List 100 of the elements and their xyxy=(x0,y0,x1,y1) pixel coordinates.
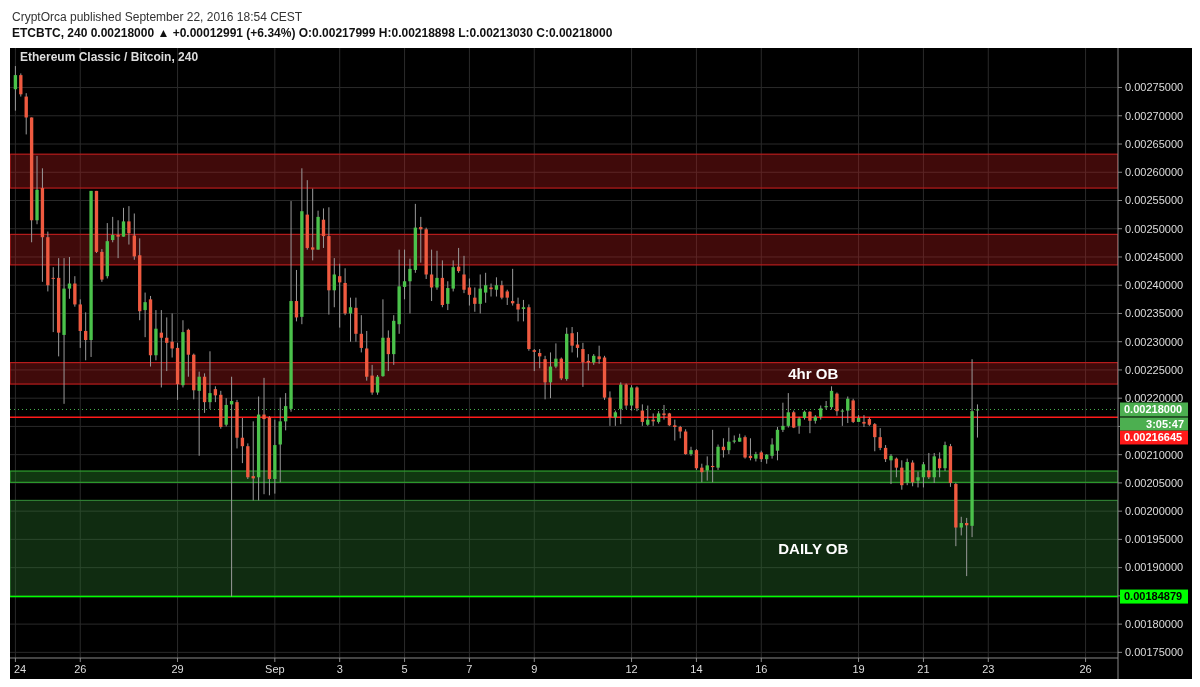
candlestick xyxy=(451,259,455,292)
candlestick xyxy=(927,452,931,480)
text: ETCBTC, 240 0.00218000 ▲ +0.00012991 (+6.34%) O:0.00217999 H:0.00218898 L:0.00213030 C:0.00218000 xyxy=(12,26,613,40)
candlestick xyxy=(916,471,920,488)
candlestick xyxy=(83,311,88,361)
candlestick xyxy=(208,350,212,410)
candlestick xyxy=(51,266,55,333)
x-tick-label: 24 xyxy=(13,663,27,675)
candlestick xyxy=(629,384,634,412)
candlestick xyxy=(781,402,785,433)
candlestick xyxy=(121,207,126,238)
candlestick xyxy=(127,205,131,246)
candlestick xyxy=(959,516,963,536)
candlestick xyxy=(586,353,590,372)
ref-line-label: 0.00184879 xyxy=(1124,590,1183,603)
y-tick-label: 0.00210000 xyxy=(1125,448,1184,461)
x-tick-label: 26 xyxy=(74,663,87,675)
candlestick xyxy=(332,257,336,308)
candlestick xyxy=(932,452,936,484)
x-tick-label: 14 xyxy=(690,663,703,675)
x-tick-label: 5 xyxy=(401,663,408,675)
candlestick xyxy=(516,297,520,322)
y-tick-label: 0.00255000 xyxy=(1125,194,1184,207)
candlestick xyxy=(770,437,774,460)
candlestick xyxy=(689,446,693,457)
ref-line-label: 0.00218000 xyxy=(1124,403,1183,416)
candlestick xyxy=(775,426,780,461)
candlestick xyxy=(170,312,174,359)
x-tick-label: 16 xyxy=(755,663,768,675)
candlestick xyxy=(446,280,450,311)
candlestick xyxy=(608,390,612,427)
y-tick-label: 0.00220000 xyxy=(1125,392,1184,405)
y-tick-label: 0.00265000 xyxy=(1125,137,1184,150)
x-tick-label: 12 xyxy=(625,663,638,675)
candlestick xyxy=(851,398,855,424)
candlestick xyxy=(743,434,747,460)
y-tick-label: 0.00205000 xyxy=(1125,476,1184,489)
x-tick-label: Sep xyxy=(265,663,285,675)
candlestick xyxy=(543,355,547,400)
candlestick xyxy=(483,272,488,304)
chart-subtitle: CryptOrca published September 22, 2016 18:54 CEST xyxy=(12,10,303,24)
candlestick xyxy=(862,414,866,428)
y-tick-label: 0.00275000 xyxy=(1125,81,1184,94)
candlestick xyxy=(975,403,980,439)
y-tick-label: 0.00230000 xyxy=(1125,335,1184,348)
ref-line-label: 0.00216645 xyxy=(1124,431,1183,444)
candlestick xyxy=(840,408,845,427)
x-tick-label: 7 xyxy=(466,663,473,675)
candlestick xyxy=(489,283,493,298)
y-tick-label: 0.00250000 xyxy=(1125,222,1184,235)
candlestick xyxy=(521,299,526,322)
x-tick-label: 3 xyxy=(336,663,343,675)
y-tick-label: 0.00200000 xyxy=(1125,505,1184,517)
candlestick xyxy=(143,292,147,338)
candlestick xyxy=(311,188,315,261)
candlestick xyxy=(500,280,504,300)
x-tick-label: 21 xyxy=(917,663,930,675)
candlestick xyxy=(635,385,639,412)
y-tick-label: 0.00270000 xyxy=(1125,109,1184,122)
candlestick xyxy=(905,458,909,486)
candlestick xyxy=(532,348,536,372)
candlestick xyxy=(597,345,601,365)
candlestick xyxy=(467,277,472,307)
candlestick xyxy=(624,383,628,410)
candlestick xyxy=(116,219,120,259)
candlestick xyxy=(835,392,839,417)
candlestick xyxy=(224,397,228,427)
candlestick xyxy=(581,342,585,388)
candlestick xyxy=(846,395,850,424)
x-tick-label: 23 xyxy=(982,663,995,675)
candlestick xyxy=(878,427,882,451)
band-label: DAILY OB xyxy=(778,539,849,557)
candlestick xyxy=(435,250,439,291)
y-tick-label: 0.00225000 xyxy=(1125,363,1184,376)
text: 3:05:47 xyxy=(1146,417,1184,430)
candlestick xyxy=(673,419,677,442)
x-tick-label: 19 xyxy=(852,663,865,675)
candlestick xyxy=(570,326,574,353)
candlestick xyxy=(73,275,77,308)
candlestick xyxy=(808,410,812,434)
y-tick-label: 0.00240000 xyxy=(1125,279,1184,292)
candlestick xyxy=(262,377,266,495)
y-tick-label: 0.00260000 xyxy=(1125,166,1184,179)
candlestick xyxy=(494,276,499,298)
y-tick-label: 0.00175000 xyxy=(1125,646,1184,659)
y-tick-label: 0.00195000 xyxy=(1125,533,1184,546)
y-tick-label: 0.00235000 xyxy=(1125,307,1184,320)
candlestick xyxy=(716,444,720,471)
candlestick xyxy=(889,453,893,485)
candlestick xyxy=(943,441,947,472)
candlestick xyxy=(408,258,412,314)
y-tick-label: 0.00190000 xyxy=(1125,561,1184,574)
candlestick xyxy=(824,400,828,410)
candlestick xyxy=(786,392,790,429)
x-tick-label: 29 xyxy=(171,663,184,675)
x-tick-label: 26 xyxy=(1079,663,1092,675)
y-tick-label: 0.00245000 xyxy=(1125,250,1184,263)
chart-title: Ethereum Classic / Bitcoin, 240 xyxy=(20,50,199,64)
band-label: 4hr OB xyxy=(788,364,839,382)
candlestick xyxy=(727,427,731,455)
